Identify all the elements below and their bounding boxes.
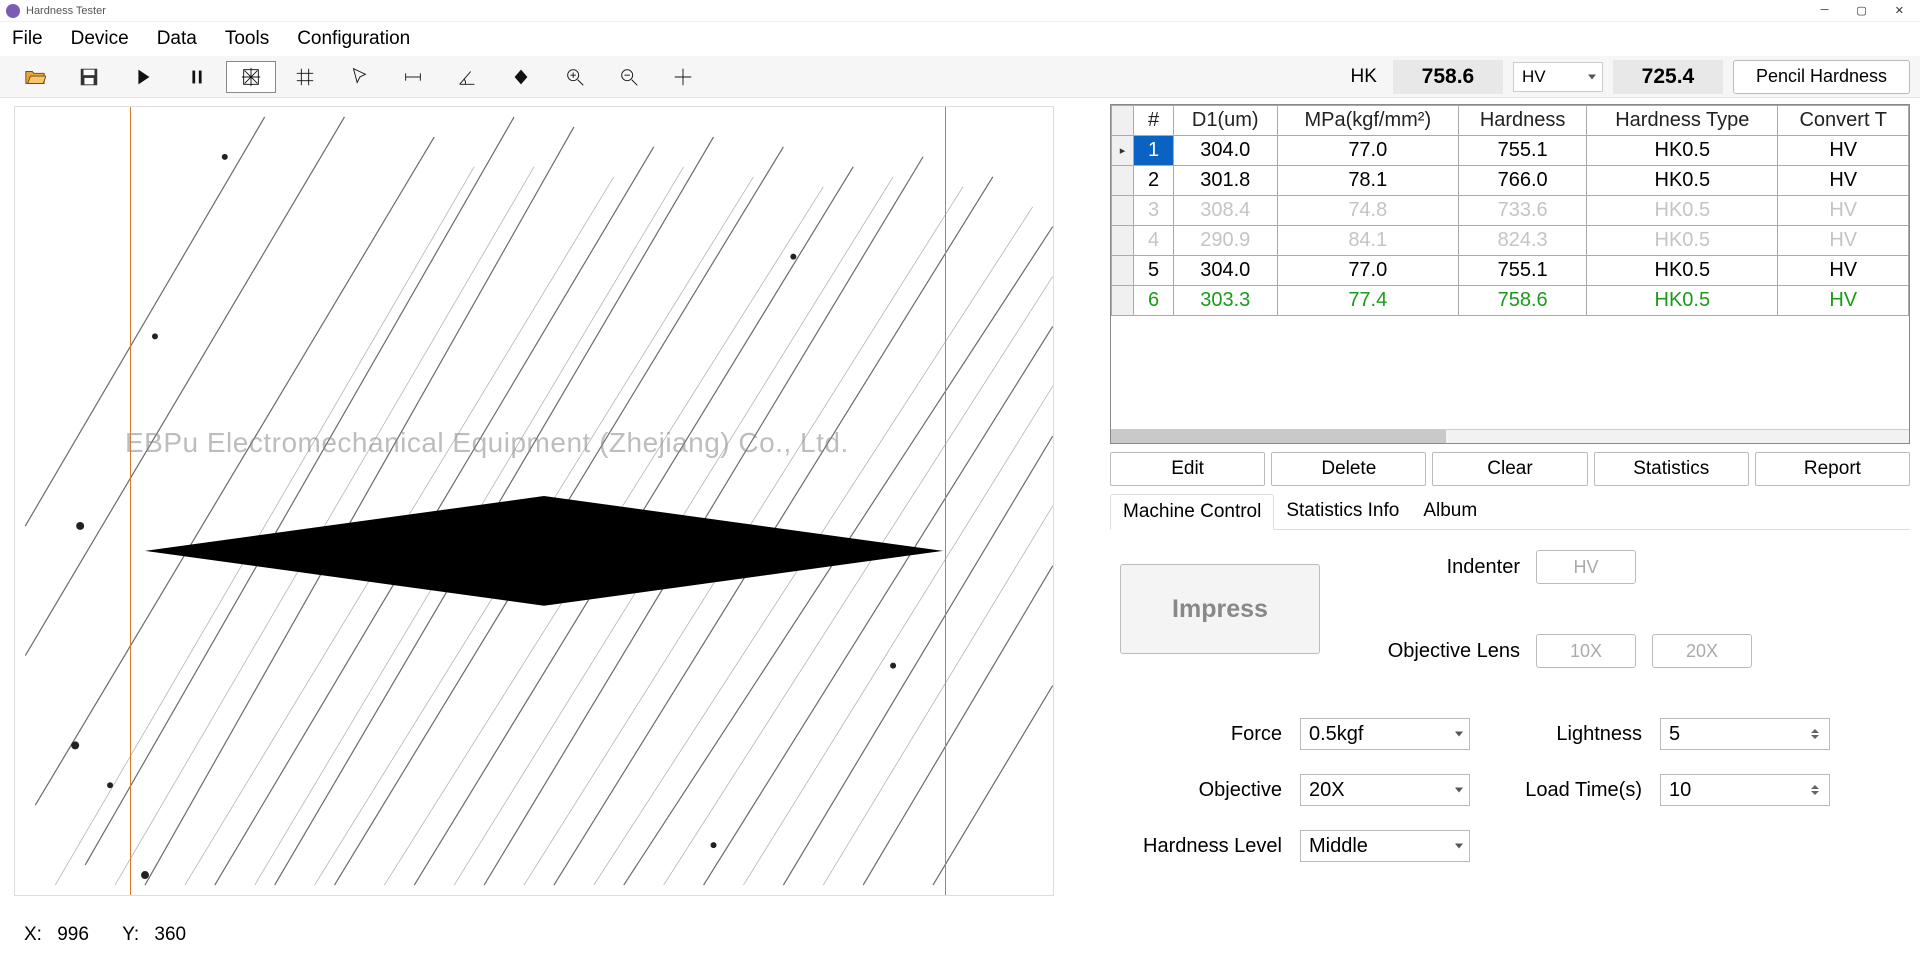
menubar: File Device Data Tools Configuration xyxy=(0,22,1920,56)
column-header[interactable]: # xyxy=(1134,106,1174,136)
tab-statistics-info[interactable]: Statistics Info xyxy=(1274,494,1411,529)
force-label: Force xyxy=(1120,723,1290,746)
pencil-hardness-button[interactable]: Pencil Hardness xyxy=(1733,60,1910,94)
row-marker-header xyxy=(1112,106,1134,136)
edit-button[interactable]: Edit xyxy=(1110,452,1265,486)
column-header[interactable]: MPa(kgf/mm²) xyxy=(1277,106,1459,136)
grid-icon[interactable] xyxy=(280,61,330,93)
minimize-button[interactable]: ─ xyxy=(1821,4,1829,17)
statistics-button[interactable]: Statistics xyxy=(1594,452,1749,486)
zoom-out-icon[interactable] xyxy=(604,61,654,93)
table-row[interactable]: 5304.077.0755.1HK0.5HV xyxy=(1112,256,1909,286)
objective-lens-label: Objective Lens xyxy=(1380,640,1520,663)
hardness-level-label: Hardness Level xyxy=(1120,835,1290,858)
indenter-hv-button[interactable]: HV xyxy=(1536,550,1636,584)
y-label: Y: xyxy=(122,924,139,945)
table-row[interactable]: 3308.474.8733.6HK0.5HV xyxy=(1112,196,1909,226)
table-row[interactable]: 2301.878.1766.0HK0.5HV xyxy=(1112,166,1909,196)
lightness-input[interactable]: 5 xyxy=(1660,718,1830,750)
hardness-level-select[interactable]: Middle xyxy=(1300,830,1470,862)
table-row[interactable]: 1304.077.0755.1HK0.5HV xyxy=(1112,136,1909,166)
menu-tools[interactable]: Tools xyxy=(225,28,269,50)
close-button[interactable]: ✕ xyxy=(1895,4,1904,17)
diamond-icon[interactable] xyxy=(496,61,546,93)
lens-20x-button[interactable]: 20X xyxy=(1652,634,1752,668)
column-header[interactable]: Convert T xyxy=(1778,106,1909,136)
force-select[interactable]: 0.5kgf xyxy=(1300,718,1470,750)
crosshair-icon[interactable] xyxy=(658,61,708,93)
impress-button[interactable]: Impress xyxy=(1120,564,1320,654)
zoom-in-icon[interactable] xyxy=(550,61,600,93)
watermark-text: EBPu Electromechanical Equipment (Zhejia… xyxy=(125,427,1053,459)
hk-label: HK xyxy=(1351,66,1377,88)
app-icon xyxy=(6,4,20,18)
image-viewport[interactable]: EBPu Electromechanical Equipment (Zhejia… xyxy=(14,106,1054,896)
main-area: EBPu Electromechanical Equipment (Zhejia… xyxy=(0,98,1920,958)
menu-device[interactable]: Device xyxy=(71,28,129,50)
scale-select[interactable]: HV xyxy=(1513,62,1603,92)
target-icon[interactable] xyxy=(226,61,276,93)
y-value: 360 xyxy=(154,924,186,945)
x-label: X: xyxy=(24,924,42,945)
microscope-image xyxy=(15,107,1053,895)
pointer-icon[interactable] xyxy=(334,61,384,93)
maximize-button[interactable]: ▢ xyxy=(1856,4,1866,17)
menu-configuration[interactable]: Configuration xyxy=(297,28,410,50)
angle-icon[interactable] xyxy=(442,61,492,93)
hk-value: 758.6 xyxy=(1393,60,1503,94)
column-header[interactable]: D1(um) xyxy=(1174,106,1278,136)
window-controls: ─ ▢ ✕ xyxy=(1821,4,1914,17)
menu-file[interactable]: File xyxy=(12,28,43,50)
right-panel: #D1(um)MPa(kgf/mm²)HardnessHardness Type… xyxy=(1110,98,1920,958)
pause-icon[interactable] xyxy=(172,61,222,93)
x-value: 996 xyxy=(57,924,89,945)
load-time-input[interactable]: 10 xyxy=(1660,774,1830,806)
guide-line-left[interactable] xyxy=(130,107,131,895)
menu-data[interactable]: Data xyxy=(157,28,197,50)
open-icon[interactable] xyxy=(10,61,60,93)
machine-control-panel: Impress Indenter HV Objective Lens 10X 2… xyxy=(1110,530,1910,882)
objective-label: Objective xyxy=(1120,779,1290,802)
clear-button[interactable]: Clear xyxy=(1432,452,1587,486)
lightness-label: Lightness xyxy=(1480,723,1650,746)
measure-icon[interactable] xyxy=(388,61,438,93)
tab-machine-control[interactable]: Machine Control xyxy=(1110,494,1274,530)
readout-area: HK 758.6 HV 725.4 Pencil Hardness xyxy=(1351,56,1910,97)
viewport-wrap: EBPu Electromechanical Equipment (Zhejia… xyxy=(0,98,1110,958)
panel-tabs: Machine Control Statistics Info Album xyxy=(1110,494,1910,530)
toolbar: HK 758.6 HV 725.4 Pencil Hardness xyxy=(0,56,1920,98)
results-table[interactable]: #D1(um)MPa(kgf/mm²)HardnessHardness Type… xyxy=(1110,104,1910,444)
table-row[interactable]: 6303.377.4758.6HK0.5HV xyxy=(1112,286,1909,316)
table-h-scrollbar[interactable] xyxy=(1111,429,1909,443)
report-button[interactable]: Report xyxy=(1755,452,1910,486)
objective-select[interactable]: 20X xyxy=(1300,774,1470,806)
load-time-label: Load Time(s) xyxy=(1480,779,1650,802)
column-header[interactable]: Hardness Type xyxy=(1587,106,1778,136)
save-icon[interactable] xyxy=(64,61,114,93)
converted-value: 725.4 xyxy=(1613,60,1723,94)
titlebar: Hardness Tester ─ ▢ ✕ xyxy=(0,0,1920,22)
column-header[interactable]: Hardness xyxy=(1459,106,1587,136)
tab-album[interactable]: Album xyxy=(1411,494,1489,529)
table-row[interactable]: 4290.984.1824.3HK0.5HV xyxy=(1112,226,1909,256)
delete-button[interactable]: Delete xyxy=(1271,452,1426,486)
guide-line-right[interactable] xyxy=(945,107,946,895)
table-actions: Edit Delete Clear Statistics Report xyxy=(1110,452,1910,486)
play-icon[interactable] xyxy=(118,61,168,93)
window-title: Hardness Tester xyxy=(26,5,106,17)
lens-10x-button[interactable]: 10X xyxy=(1536,634,1636,668)
cursor-coords: X: 996 Y: 360 xyxy=(24,924,196,946)
indenter-label: Indenter xyxy=(1380,556,1520,579)
